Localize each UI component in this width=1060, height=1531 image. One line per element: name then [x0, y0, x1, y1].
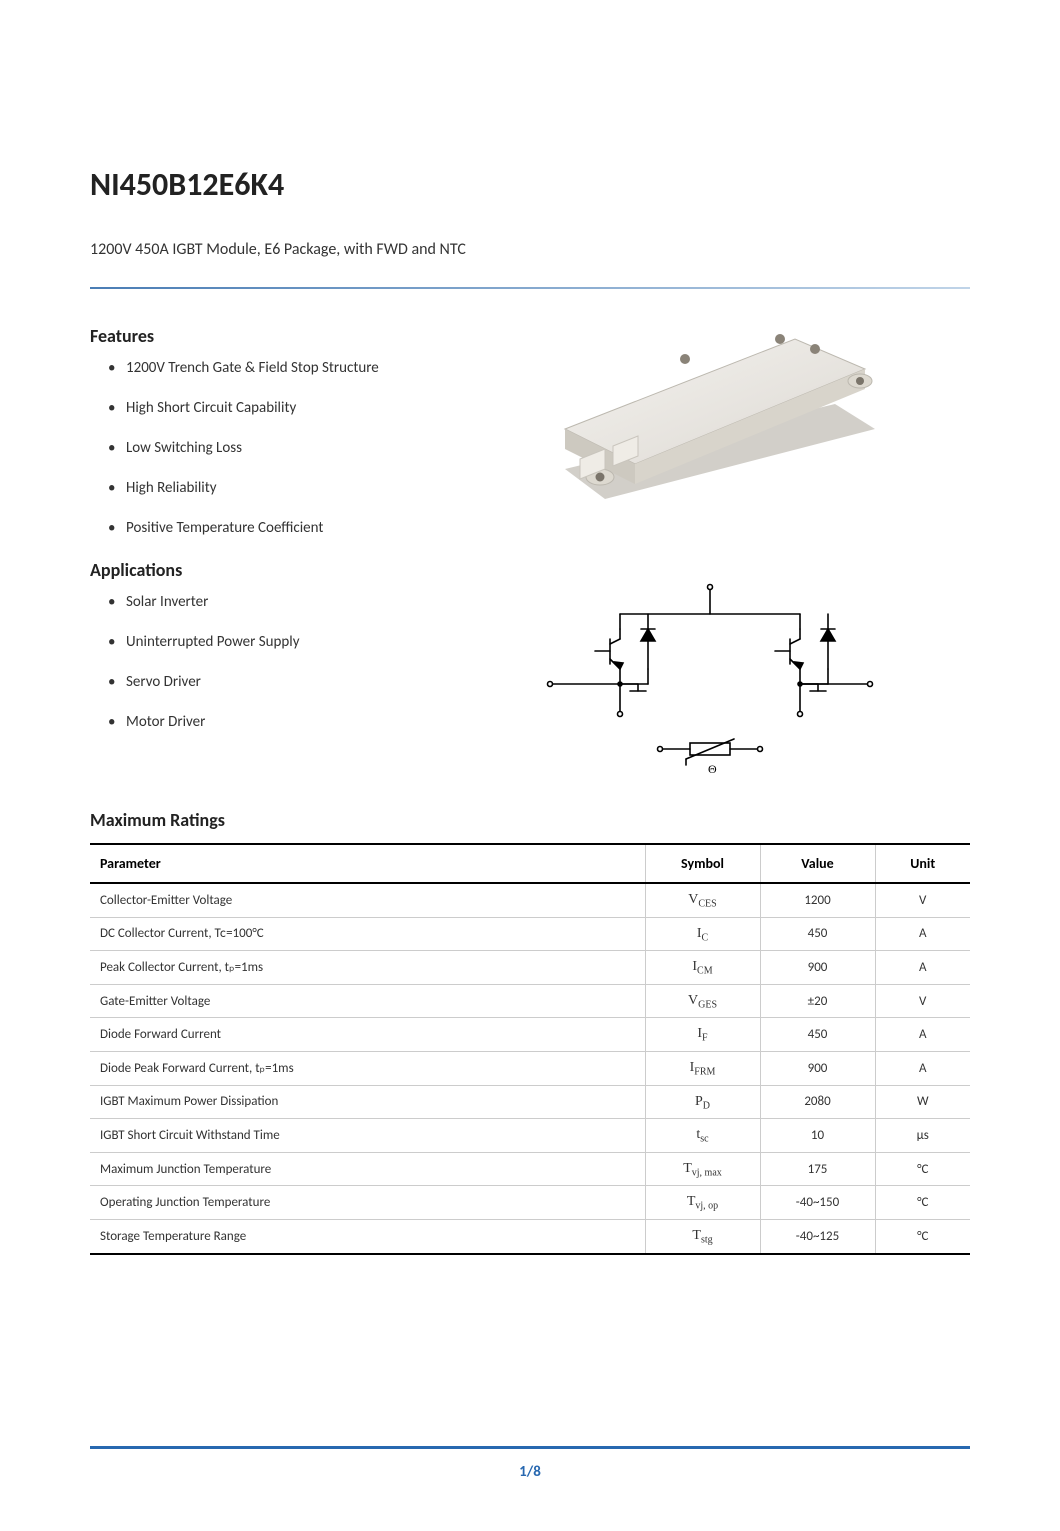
cell-symbol: IFRM	[645, 1051, 760, 1085]
cell-parameter: Diode Forward Current	[90, 1018, 645, 1052]
table-row: Maximum Junction TemperatureTvj, max175°…	[90, 1152, 970, 1186]
heading-divider	[90, 287, 970, 289]
page-footer: 1/8	[90, 1446, 970, 1481]
feature-item: High Reliability	[108, 479, 420, 497]
cell-value: 175	[760, 1152, 875, 1186]
cell-symbol: PD	[645, 1085, 760, 1119]
cell-parameter: Operating Junction Temperature	[90, 1186, 645, 1220]
cell-parameter: IGBT Maximum Power Dissipation	[90, 1085, 645, 1119]
table-row: DC Collector Current, Tᴄ=100°CIC450A	[90, 917, 970, 951]
table-row: IGBT Short Circuit Withstand Timetsc10μs	[90, 1119, 970, 1153]
cell-parameter: Maximum Junction Temperature	[90, 1152, 645, 1186]
col-value: Value	[760, 844, 875, 883]
applications-heading: Applications	[90, 559, 420, 581]
cell-symbol: Tvj, max	[645, 1152, 760, 1186]
cell-unit: μs	[875, 1119, 970, 1153]
features-heading: Features	[90, 325, 420, 347]
table-row: IGBT Maximum Power DissipationPD2080W	[90, 1085, 970, 1119]
cell-parameter: Collector-Emitter Voltage	[90, 883, 645, 917]
cell-symbol: IF	[645, 1018, 760, 1052]
cell-symbol: Tstg	[645, 1219, 760, 1253]
col-parameter: Parameter	[90, 844, 645, 883]
application-item: Uninterrupted Power Supply	[108, 633, 420, 651]
cell-value: 900	[760, 1051, 875, 1085]
cell-unit: A	[875, 951, 970, 985]
application-item: Motor Driver	[108, 713, 420, 731]
features-applications-row: Features 1200V Trench Gate & Field Stop …	[90, 319, 970, 779]
cell-unit: W	[875, 1085, 970, 1119]
part-number: NI450B12E6K4	[90, 165, 970, 204]
ratings-table: Parameter Symbol Value Unit Collector-Em…	[90, 843, 970, 1255]
circuit-diagram: Θ	[540, 579, 880, 779]
cell-symbol: ICM	[645, 951, 760, 985]
application-item: Servo Driver	[108, 673, 420, 691]
page-number: 1/8	[90, 1463, 970, 1481]
subtitle: 1200V 450A IGBT Module, E6 Package, with…	[90, 240, 970, 259]
product-render	[535, 309, 885, 509]
features-list: 1200V Trench Gate & Field Stop Structure…	[90, 359, 420, 537]
feature-item: 1200V Trench Gate & Field Stop Structure	[108, 359, 420, 377]
cell-unit: V	[875, 984, 970, 1018]
cell-unit: A	[875, 1018, 970, 1052]
cell-value: 2080	[760, 1085, 875, 1119]
cell-unit: V	[875, 883, 970, 917]
cell-value: 450	[760, 917, 875, 951]
col-symbol: Symbol	[645, 844, 760, 883]
col-unit: Unit	[875, 844, 970, 883]
cell-unit: A	[875, 917, 970, 951]
table-row: Storage Temperature RangeTstg-40~125°C	[90, 1219, 970, 1253]
table-row: Operating Junction TemperatureTvj, op-40…	[90, 1186, 970, 1220]
feature-item: Positive Temperature Coefficient	[108, 519, 420, 537]
cell-symbol: IC	[645, 917, 760, 951]
table-row: Diode Forward CurrentIF450A	[90, 1018, 970, 1052]
cell-symbol: tsc	[645, 1119, 760, 1153]
table-row: Diode Peak Forward Current, tₚ=1msIFRM90…	[90, 1051, 970, 1085]
application-item: Solar Inverter	[108, 593, 420, 611]
cell-parameter: Diode Peak Forward Current, tₚ=1ms	[90, 1051, 645, 1085]
cell-symbol: Tvj, op	[645, 1186, 760, 1220]
table-row: Gate-Emitter VoltageVGES±20V	[90, 984, 970, 1018]
cell-unit: °C	[875, 1152, 970, 1186]
table-header-row: Parameter Symbol Value Unit	[90, 844, 970, 883]
table-row: Collector-Emitter VoltageVCES1200V	[90, 883, 970, 917]
table-row: Peak Collector Current, tₚ=1msICM900A	[90, 951, 970, 985]
cell-value: 10	[760, 1119, 875, 1153]
cell-value: 1200	[760, 883, 875, 917]
cell-symbol: VCES	[645, 883, 760, 917]
feature-item: Low Switching Loss	[108, 439, 420, 457]
cell-parameter: DC Collector Current, Tᴄ=100°C	[90, 917, 645, 951]
cell-symbol: VGES	[645, 984, 760, 1018]
cell-parameter: Gate-Emitter Voltage	[90, 984, 645, 1018]
cell-parameter: IGBT Short Circuit Withstand Time	[90, 1119, 645, 1153]
cell-unit: A	[875, 1051, 970, 1085]
cell-value: 450	[760, 1018, 875, 1052]
feature-item: High Short Circuit Capability	[108, 399, 420, 417]
footer-rule	[90, 1446, 970, 1449]
cell-value: -40~150	[760, 1186, 875, 1220]
ratings-heading: Maximum Ratings	[90, 809, 970, 831]
cell-parameter: Storage Temperature Range	[90, 1219, 645, 1253]
cell-value: -40~125	[760, 1219, 875, 1253]
cell-unit: °C	[875, 1186, 970, 1220]
cell-value: ±20	[760, 984, 875, 1018]
svg-text:Θ: Θ	[708, 762, 717, 776]
cell-value: 900	[760, 951, 875, 985]
cell-unit: °C	[875, 1219, 970, 1253]
cell-parameter: Peak Collector Current, tₚ=1ms	[90, 951, 645, 985]
applications-list: Solar Inverter Uninterrupted Power Suppl…	[90, 593, 420, 731]
